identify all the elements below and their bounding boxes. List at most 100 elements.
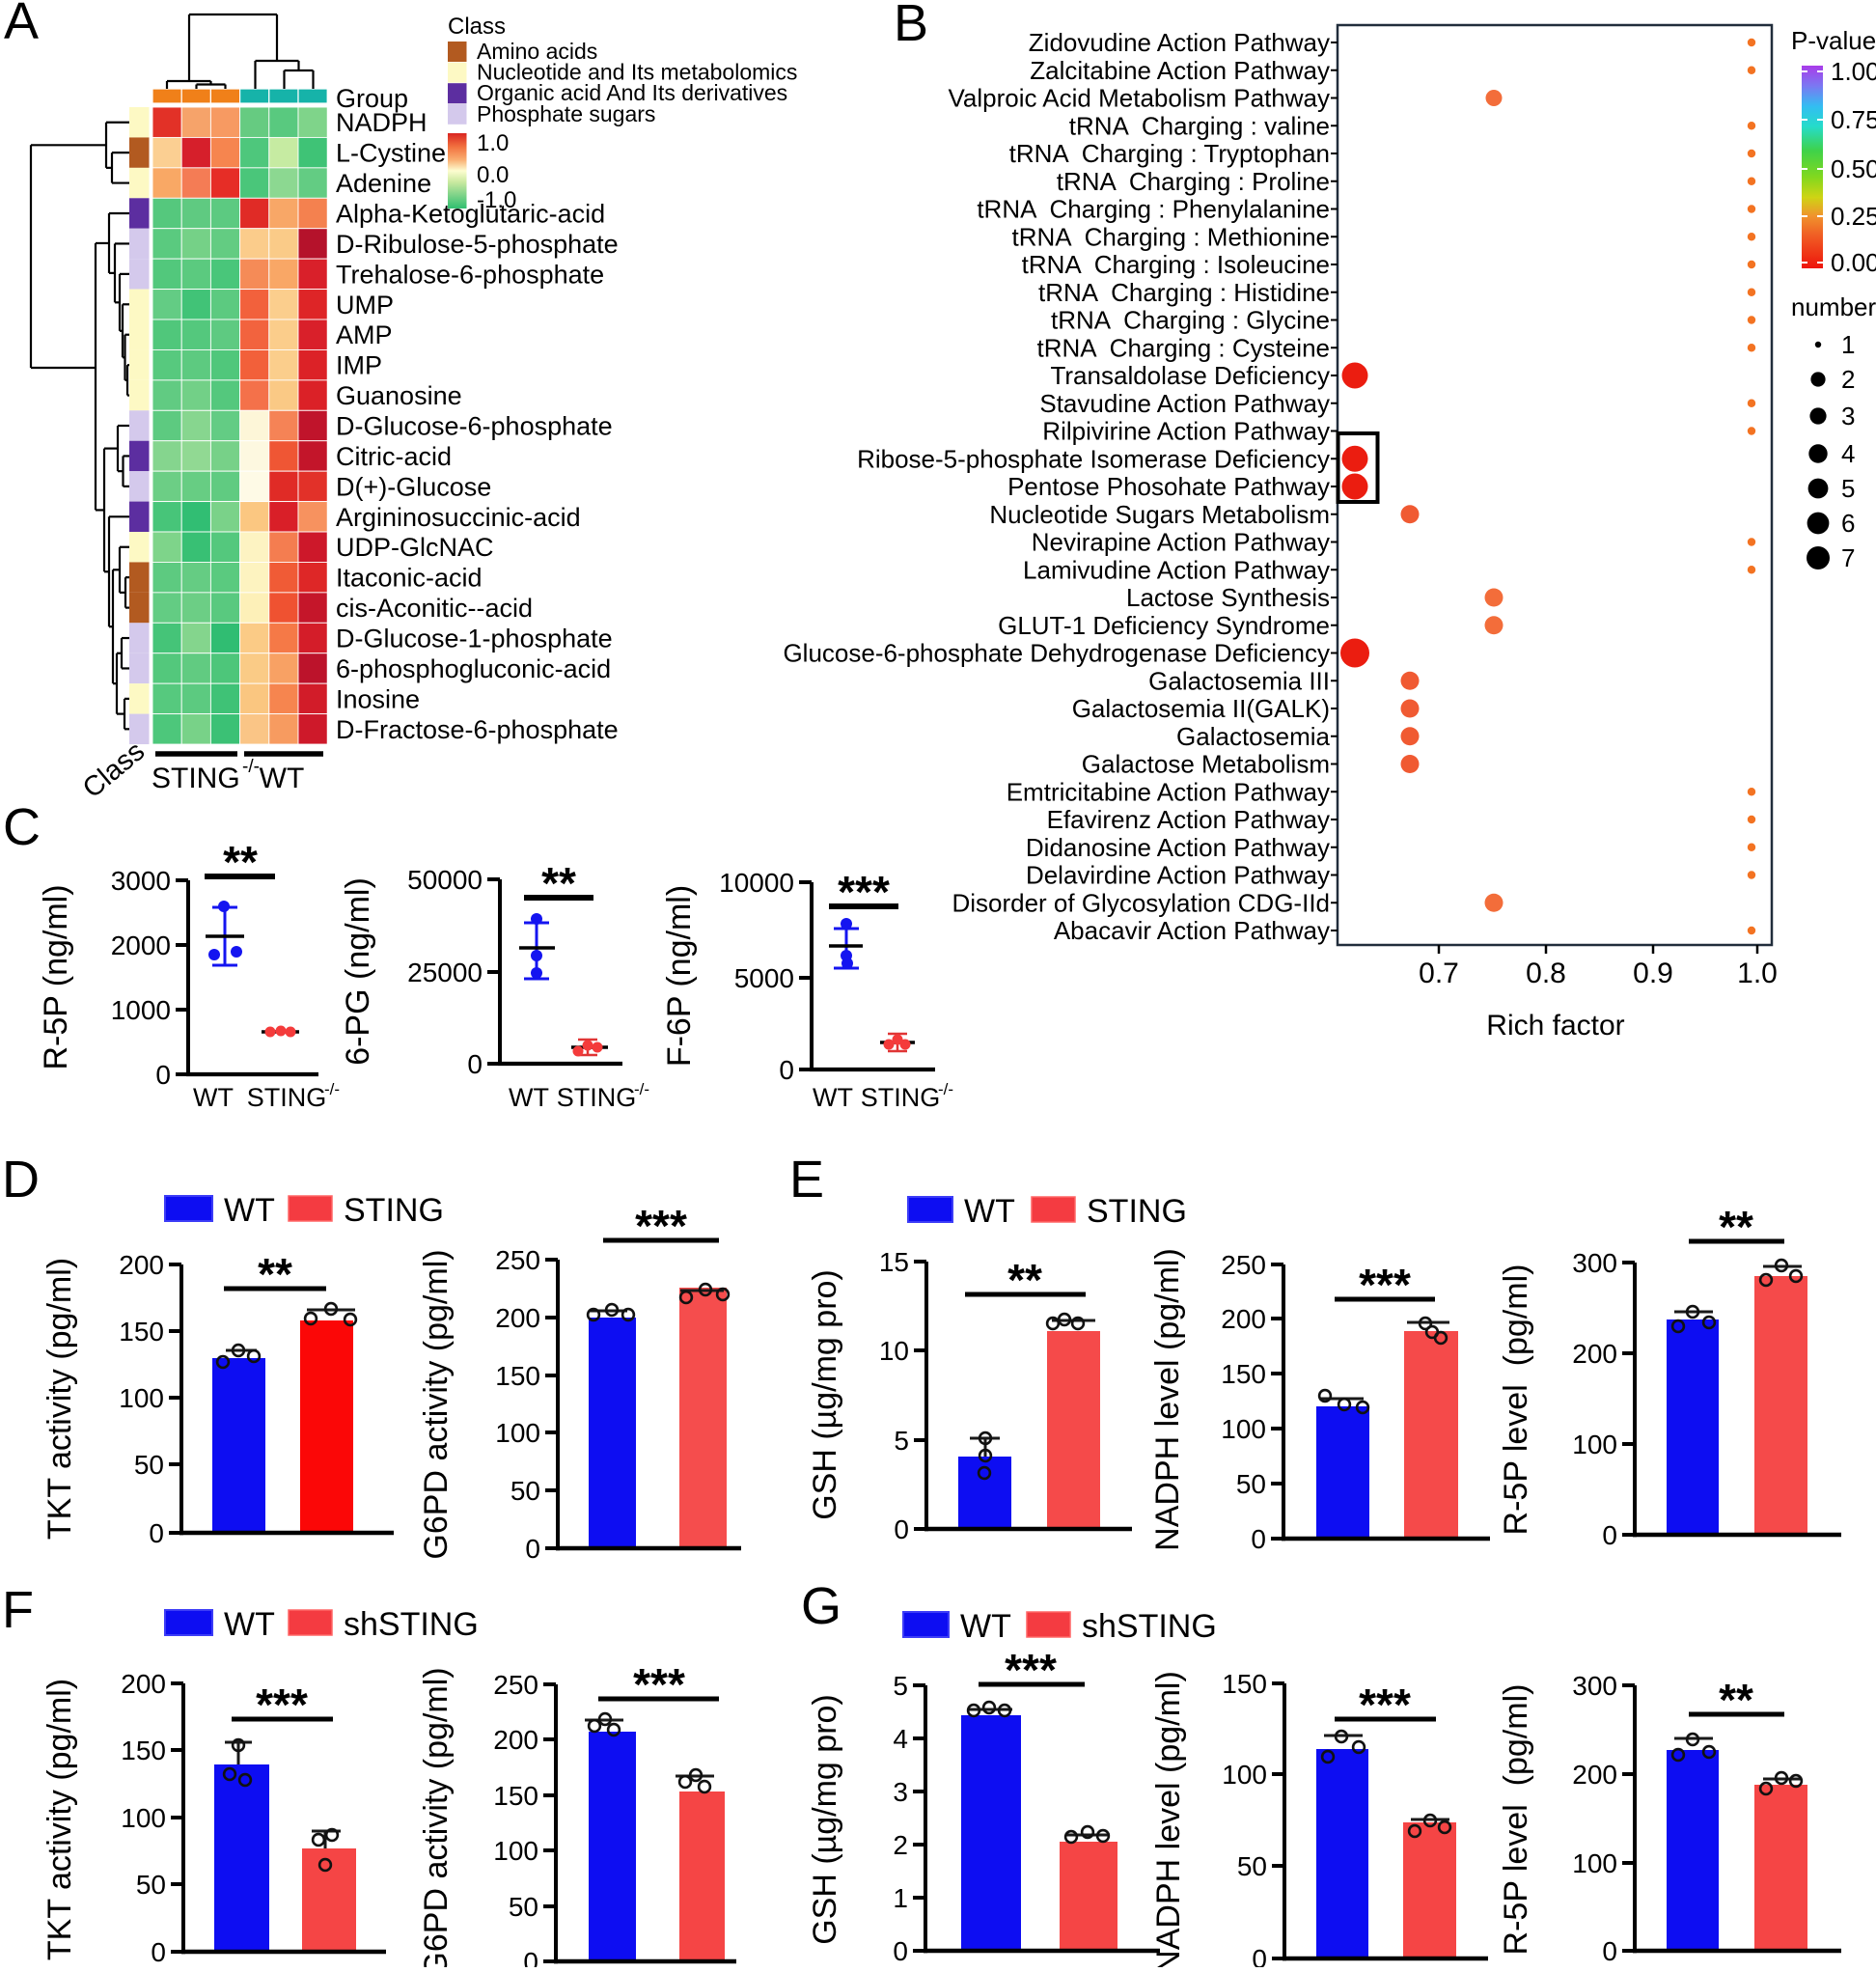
svg-text:G6PD activity (pg/ml): G6PD activity (pg/ml) — [418, 1249, 455, 1559]
svg-text:C: C — [3, 798, 41, 856]
svg-text:Valproic Acid Metabolism Pathw: Valproic Acid Metabolism Pathway — [949, 84, 1330, 113]
svg-text:**: ** — [1007, 1255, 1042, 1305]
svg-text:2000: 2000 — [111, 930, 171, 960]
svg-text:0: 0 — [1602, 1520, 1617, 1550]
svg-text:P-value: P-value — [1791, 26, 1876, 55]
svg-text:0: 0 — [1602, 1936, 1617, 1966]
svg-text:0: 0 — [155, 1060, 171, 1090]
svg-text:5: 5 — [893, 1671, 908, 1701]
svg-text:tRNA Charging : Phenylalanine: tRNA Charging : Phenylalanine — [977, 195, 1330, 224]
svg-text:100: 100 — [121, 1803, 166, 1833]
svg-text:TKT activity (pg/ml): TKT activity (pg/ml) — [41, 1258, 78, 1540]
svg-text:Zalcitabine Action Pathway: Zalcitabine Action Pathway — [1030, 56, 1330, 85]
svg-text:0: 0 — [467, 1049, 483, 1079]
svg-text:tRNA Charging : Isoleucine: tRNA Charging : Isoleucine — [1022, 250, 1330, 279]
svg-text:tRNA Charging : Histidine: tRNA Charging : Histidine — [1038, 278, 1330, 307]
svg-text:Rich factor: Rich factor — [1486, 1010, 1624, 1042]
svg-text:tRNA Charging : Tryptophan: tRNA Charging : Tryptophan — [1009, 139, 1330, 168]
svg-text:G: G — [801, 1577, 841, 1635]
svg-text:0.0: 0.0 — [477, 162, 509, 188]
svg-text:150: 150 — [1221, 1359, 1266, 1389]
svg-text:WT: WT — [260, 763, 305, 794]
svg-text:F-6P (ng/ml): F-6P (ng/ml) — [661, 885, 698, 1067]
svg-text:WT: WT — [193, 1083, 234, 1112]
svg-text:GSH (µg/mg pro): GSH (µg/mg pro) — [807, 1694, 843, 1945]
svg-text:Zidovudine Action Pathway: Zidovudine Action Pathway — [1029, 28, 1330, 57]
svg-text:6-phosphogluconic-acid: 6-phosphogluconic-acid — [336, 654, 611, 683]
svg-text:Didanosine Action Pathway: Didanosine Action Pathway — [1026, 833, 1330, 862]
svg-text:Nucleotide Sugars Metabolism: Nucleotide Sugars Metabolism — [989, 500, 1330, 529]
svg-text:250: 250 — [493, 1670, 538, 1700]
svg-text:Disorder of Glycosylation CDG-: Disorder of Glycosylation CDG-IId — [952, 888, 1330, 917]
svg-text:NADPH: NADPH — [336, 108, 428, 137]
svg-text:Argininosuccinic-acid: Argininosuccinic-acid — [336, 503, 581, 532]
svg-text:1: 1 — [1841, 330, 1855, 359]
svg-text:Stavudine Action Pathway: Stavudine Action Pathway — [1039, 389, 1330, 418]
svg-text:50: 50 — [1237, 1851, 1267, 1881]
svg-text:STING: STING — [861, 1083, 941, 1112]
svg-text:3: 3 — [1841, 402, 1855, 431]
svg-text:100: 100 — [1572, 1848, 1617, 1878]
svg-text:STING: STING — [1087, 1193, 1187, 1230]
svg-text:150: 150 — [121, 1736, 166, 1765]
svg-text:4: 4 — [1841, 439, 1855, 468]
svg-text:Galactosemia II(GALK): Galactosemia II(GALK) — [1072, 694, 1330, 723]
svg-text:G6PD activity (pg/ml): G6PD activity (pg/ml) — [418, 1667, 455, 1967]
svg-text:150: 150 — [493, 1781, 538, 1811]
svg-text:**: ** — [541, 858, 576, 908]
svg-text:**: ** — [223, 837, 258, 887]
svg-text:Lactose Synthesis: Lactose Synthesis — [1126, 583, 1330, 612]
svg-text:25000: 25000 — [407, 958, 483, 987]
svg-text:0: 0 — [1251, 1524, 1266, 1554]
svg-text:WT: WT — [960, 1608, 1011, 1645]
svg-text:Transaldolase Deficiency: Transaldolase Deficiency — [1050, 361, 1330, 390]
svg-text:Nevirapine Action Pathway: Nevirapine Action Pathway — [1032, 528, 1330, 557]
svg-text:A: A — [4, 0, 39, 50]
svg-text:D-Glucose-6-phosphate: D-Glucose-6-phosphate — [336, 412, 613, 441]
svg-text:D: D — [2, 1151, 40, 1208]
svg-text:150: 150 — [495, 1361, 540, 1391]
svg-text:IMP: IMP — [336, 351, 382, 380]
svg-text:Phosphate sugars: Phosphate sugars — [477, 101, 655, 126]
svg-text:Efavirenz Action Pathway: Efavirenz Action Pathway — [1047, 805, 1330, 834]
svg-text:Abacavir Action Pathway: Abacavir Action Pathway — [1054, 916, 1330, 945]
svg-text:150: 150 — [119, 1317, 164, 1347]
svg-text:250: 250 — [1221, 1250, 1266, 1280]
svg-text:R-5P level (pg/ml): R-5P level (pg/ml) — [1498, 1684, 1534, 1956]
svg-text:100: 100 — [1572, 1430, 1617, 1459]
svg-text:100: 100 — [119, 1383, 164, 1413]
svg-text:0: 0 — [525, 1534, 540, 1564]
svg-text:Amino acids: Amino acids — [477, 39, 597, 64]
svg-text:Nucleotide and Its metabolomic: Nucleotide and Its metabolomics — [477, 60, 797, 85]
svg-text:Class: Class — [448, 14, 506, 40]
svg-text:***: *** — [635, 1201, 687, 1251]
svg-text:200: 200 — [1572, 1760, 1617, 1790]
svg-text:0: 0 — [894, 1514, 909, 1544]
svg-text:200: 200 — [1572, 1339, 1617, 1369]
svg-text:0: 0 — [1252, 1944, 1267, 1967]
svg-text:WT: WT — [509, 1083, 549, 1112]
svg-text:-/-: -/- — [634, 1080, 649, 1098]
svg-text:10000: 10000 — [719, 868, 794, 898]
svg-text:R-5P (ng/ml): R-5P (ng/ml) — [38, 884, 74, 1069]
svg-text:5000: 5000 — [734, 963, 794, 993]
svg-text:Itaconic-acid: Itaconic-acid — [336, 564, 483, 593]
svg-text:2: 2 — [1841, 365, 1855, 394]
svg-text:D-Ribulose-5-phosphate: D-Ribulose-5-phosphate — [336, 230, 619, 259]
svg-text:***: *** — [1005, 1645, 1057, 1695]
svg-text:Citric-acid: Citric-acid — [336, 442, 452, 471]
svg-text:1.00: 1.00 — [1831, 57, 1876, 86]
svg-text:50: 50 — [1236, 1469, 1266, 1499]
svg-text:3: 3 — [893, 1777, 908, 1807]
svg-text:100: 100 — [493, 1836, 538, 1866]
svg-text:tRNA Charging : valine: tRNA Charging : valine — [1069, 111, 1330, 140]
svg-text:0.25: 0.25 — [1831, 202, 1876, 231]
svg-text:150: 150 — [1222, 1669, 1267, 1699]
svg-text:R-5P level (pg/ml): R-5P level (pg/ml) — [1498, 1264, 1534, 1536]
svg-text:1: 1 — [893, 1883, 908, 1913]
svg-text:tRNA Charging : Proline: tRNA Charging : Proline — [1057, 167, 1330, 196]
svg-text:number: number — [1791, 292, 1876, 321]
svg-text:NADPH level (pg/ml): NADPH level (pg/ml) — [1149, 1248, 1186, 1551]
svg-text:7: 7 — [1841, 543, 1855, 572]
svg-text:200: 200 — [119, 1250, 164, 1280]
